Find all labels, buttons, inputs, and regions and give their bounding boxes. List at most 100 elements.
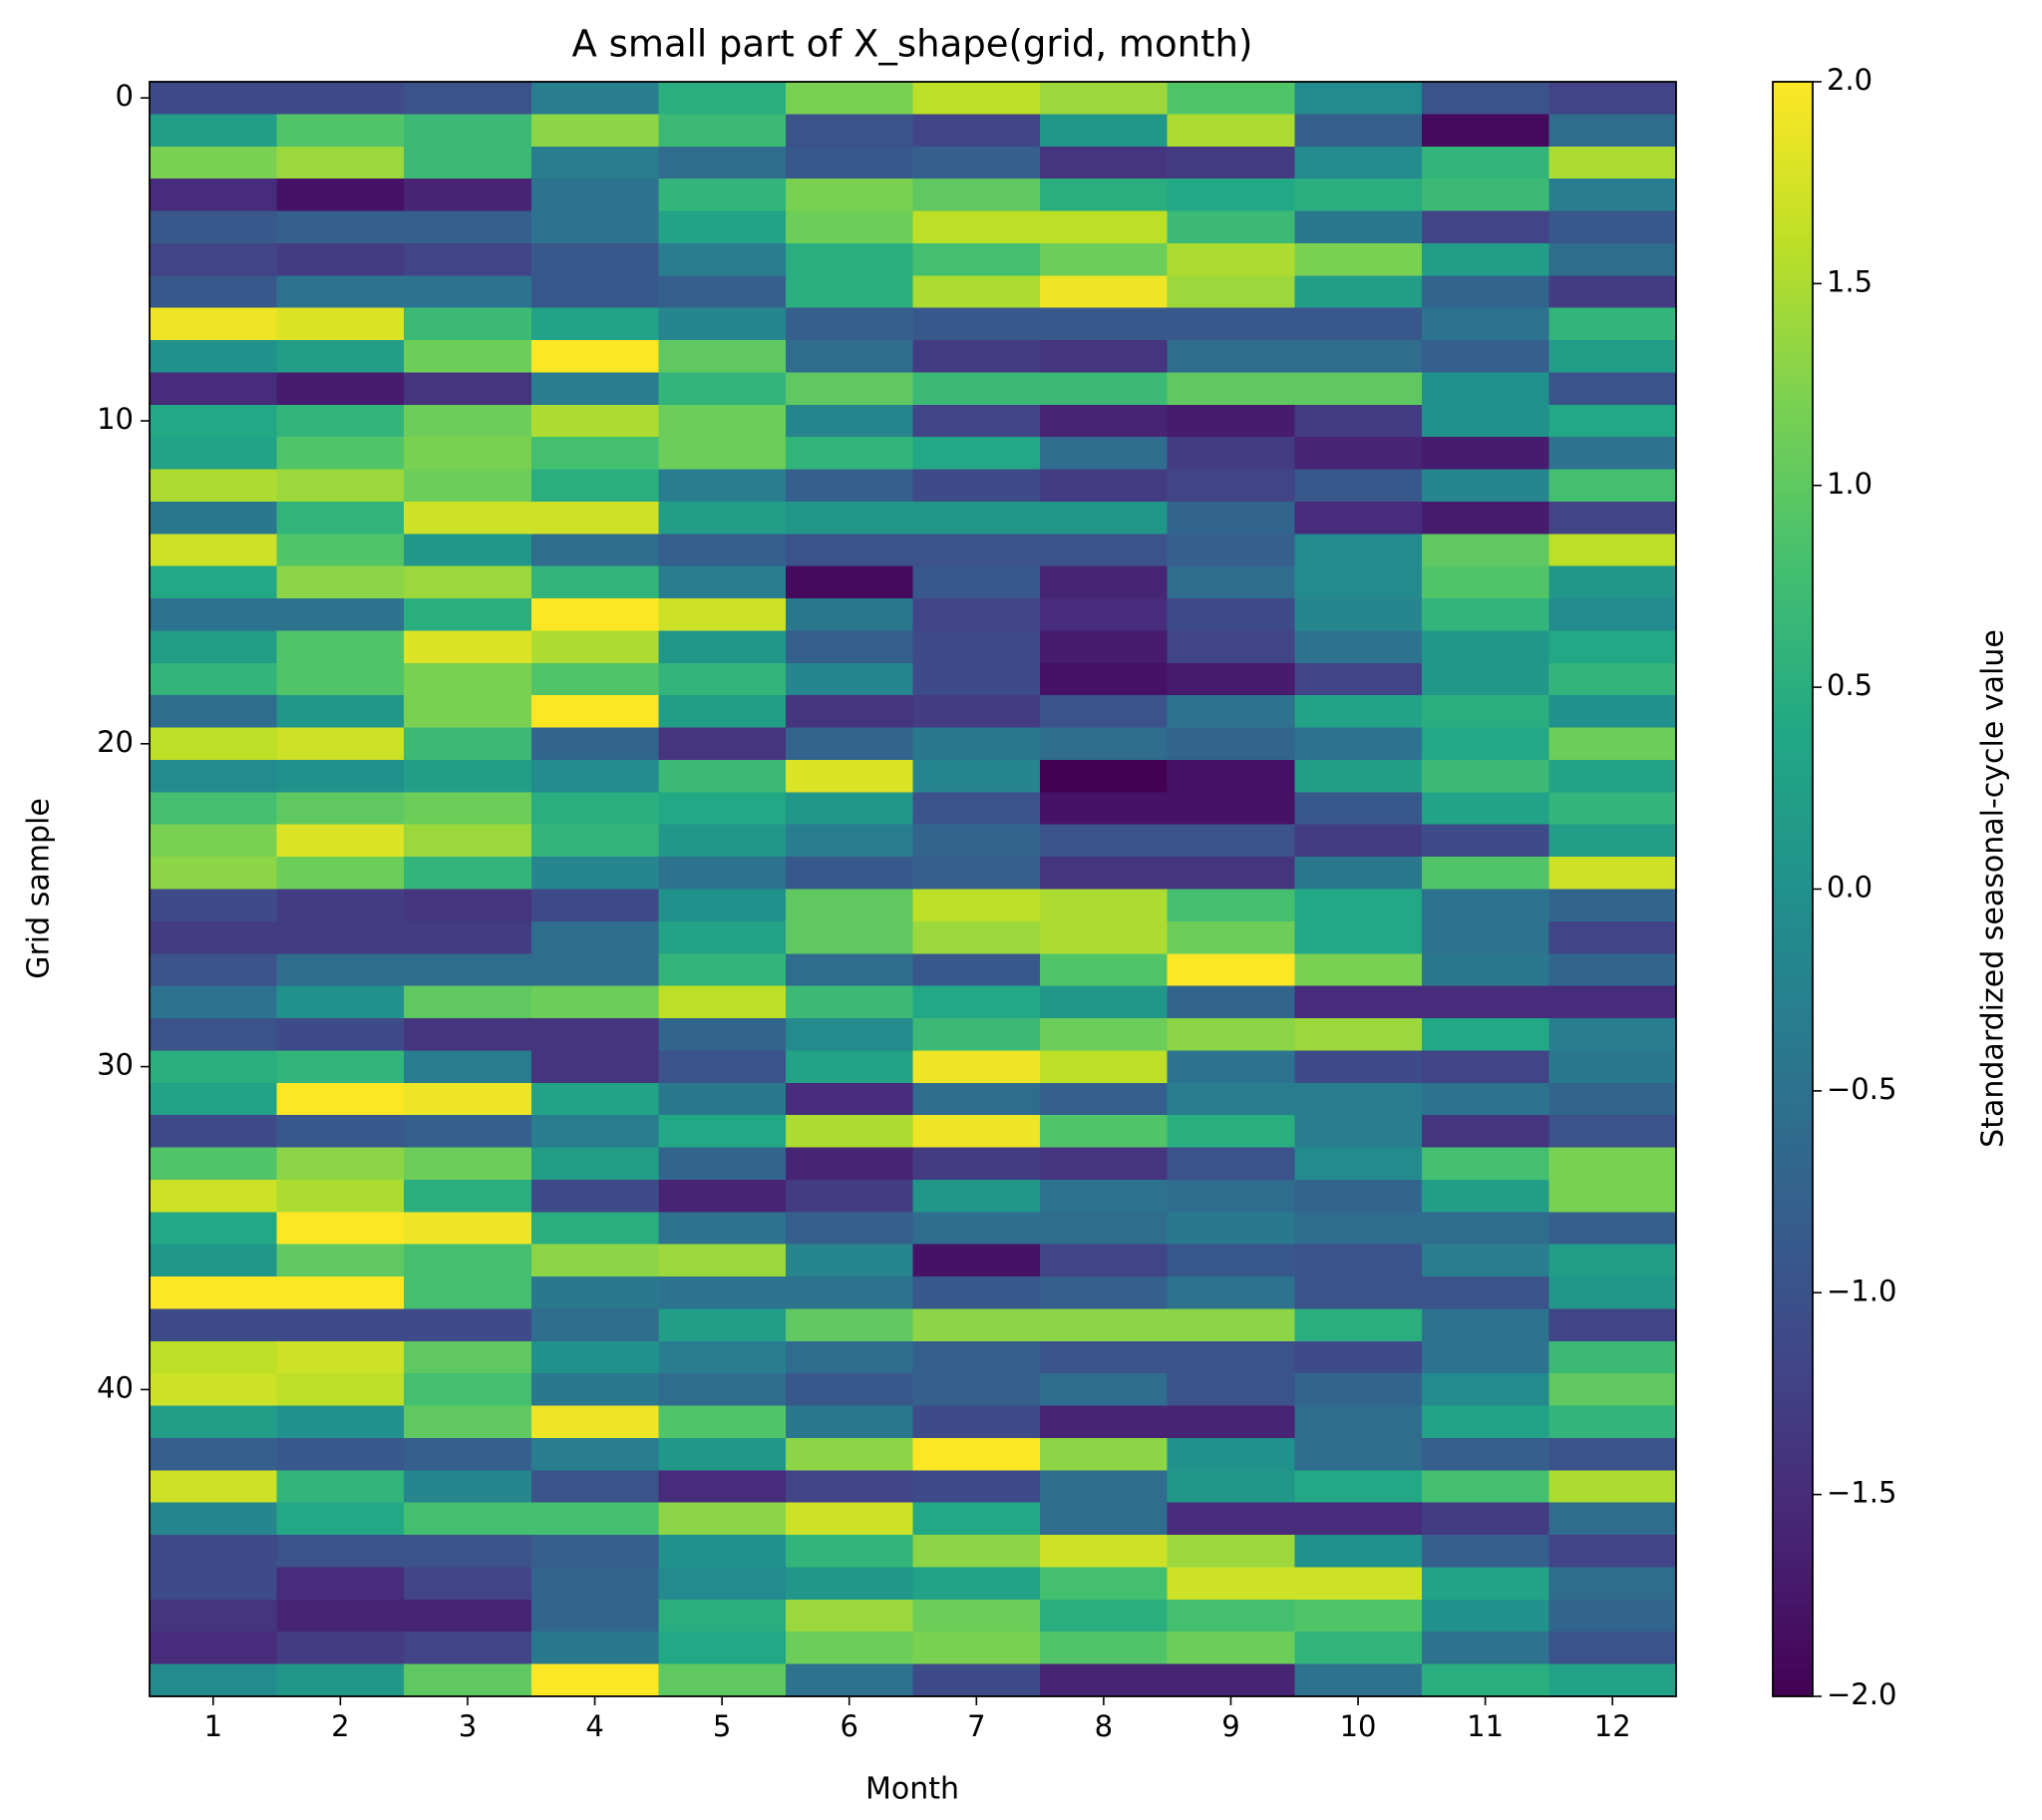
heatmap-cell — [658, 1340, 787, 1374]
heatmap-cell — [1421, 179, 1550, 212]
heatmap-cell — [1421, 82, 1550, 115]
heatmap-cell — [912, 792, 1041, 826]
heatmap-cell — [150, 179, 278, 212]
heatmap-cell — [912, 1340, 1041, 1374]
heatmap-cell — [658, 114, 787, 148]
heatmap-cell — [1421, 242, 1550, 276]
heatmap-cell — [150, 824, 278, 858]
heatmap-cell — [1167, 1050, 1295, 1084]
heatmap-cell — [1040, 501, 1169, 535]
heatmap-cell — [1421, 501, 1550, 535]
heatmap-cell — [785, 1567, 914, 1601]
heatmap-cell — [658, 953, 787, 987]
heatmap-cell — [1167, 1535, 1295, 1569]
heatmap-cell — [658, 792, 787, 826]
heatmap-cell — [1548, 372, 1677, 406]
heatmap-cell — [1167, 1663, 1295, 1697]
heatmap-cell — [1167, 1567, 1295, 1601]
heatmap-cell — [658, 1179, 787, 1213]
heatmap-cell — [276, 598, 405, 632]
heatmap-cell — [530, 985, 659, 1019]
heatmap-cell — [1040, 1115, 1169, 1149]
heatmap-cell — [1040, 953, 1169, 987]
heatmap-cell — [658, 1147, 787, 1181]
heatmap-cell — [912, 307, 1041, 341]
heatmap-cell — [150, 340, 278, 374]
heatmap-cell — [785, 857, 914, 891]
heatmap-cell — [404, 1437, 532, 1471]
heatmap-cell — [150, 1663, 278, 1697]
heatmap-cell — [404, 1567, 532, 1601]
heatmap-cell — [150, 1147, 278, 1181]
heatmap-cell — [785, 307, 914, 341]
heatmap-cell — [912, 857, 1041, 891]
heatmap-cell — [530, 1567, 659, 1601]
heatmap-cell — [404, 1632, 532, 1665]
heatmap-cell — [276, 1018, 405, 1051]
heatmap-cell — [530, 630, 659, 664]
x-tick-label: 6 — [840, 1709, 857, 1743]
heatmap-cell — [1294, 1179, 1423, 1213]
heatmap-cell — [404, 920, 532, 954]
heatmap-cell — [1167, 307, 1295, 341]
heatmap-cell — [150, 1632, 278, 1665]
heatmap-cell — [1040, 1308, 1169, 1342]
heatmap-cell — [912, 1437, 1041, 1471]
colorbar-tick-label: −1.5 — [1827, 1476, 1896, 1510]
heatmap-cell — [658, 534, 787, 567]
heatmap-cell — [530, 1502, 659, 1536]
y-tick-label: 20 — [97, 725, 134, 759]
heatmap-cell — [658, 1018, 787, 1051]
heatmap-cell — [1294, 437, 1423, 471]
heatmap-cell — [1294, 534, 1423, 567]
heatmap-cell — [1167, 1632, 1295, 1665]
heatmap-cell — [912, 889, 1041, 922]
heatmap-cell — [1421, 727, 1550, 761]
heatmap-cell — [150, 1018, 278, 1051]
heatmap-cell — [404, 146, 532, 180]
heatmap-cell — [1421, 953, 1550, 987]
heatmap-cell — [1548, 1599, 1677, 1633]
heatmap-cell — [1421, 1050, 1550, 1084]
heatmap-cell — [1167, 1147, 1295, 1181]
heatmap-cell — [1167, 1244, 1295, 1277]
heatmap-cell — [785, 1599, 914, 1633]
heatmap-cell — [276, 307, 405, 341]
heatmap-cell — [150, 792, 278, 826]
heatmap-cell — [1167, 210, 1295, 244]
heatmap-cell — [150, 82, 278, 115]
heatmap-cell — [530, 1276, 659, 1310]
heatmap-cell — [1421, 1340, 1550, 1374]
heatmap-cell — [785, 662, 914, 696]
heatmap-cell — [1294, 340, 1423, 374]
heatmap-cell — [404, 179, 532, 212]
heatmap-cell — [530, 1663, 659, 1697]
heatmap-cell — [1548, 114, 1677, 148]
heatmap-cell — [1040, 824, 1169, 858]
heatmap-cell — [658, 372, 787, 406]
heatmap-cell — [1548, 1179, 1677, 1213]
heatmap-cell — [1421, 1082, 1550, 1116]
heatmap-cell — [530, 1340, 659, 1374]
heatmap-cell — [1294, 1599, 1423, 1633]
heatmap-cell — [150, 1308, 278, 1342]
heatmap-cell — [1548, 598, 1677, 632]
heatmap-cell — [1167, 1018, 1295, 1051]
heatmap-cell — [658, 1115, 787, 1149]
heatmap-cell — [1294, 469, 1423, 503]
heatmap-cell — [1421, 1212, 1550, 1246]
heatmap-cell — [1294, 1050, 1423, 1084]
heatmap-cell — [1167, 1212, 1295, 1246]
heatmap-cell — [1167, 340, 1295, 374]
heatmap-cell — [276, 695, 405, 729]
heatmap-cell — [1421, 114, 1550, 148]
colorbar-tick-label: −1.0 — [1827, 1274, 1896, 1307]
x-tick-label: 9 — [1221, 1709, 1239, 1743]
heatmap-cell — [1040, 1470, 1169, 1504]
heatmap-cell — [404, 242, 532, 276]
heatmap-cell — [530, 1147, 659, 1181]
heatmap-cell — [1548, 953, 1677, 987]
heatmap-cell — [785, 1018, 914, 1051]
heatmap-cell — [1421, 1663, 1550, 1697]
heatmap-cell — [1294, 792, 1423, 826]
